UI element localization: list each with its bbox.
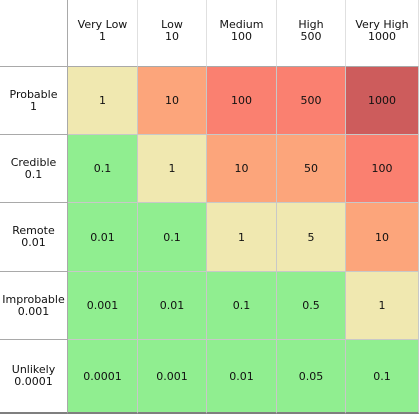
col-header-medium[interactable]: Medium 100 (207, 0, 277, 67)
cell-value: 0.001 (86, 299, 119, 312)
cell-value: 0.5 (302, 299, 320, 312)
matrix-cell[interactable]: 0.1 (346, 340, 419, 414)
cell-value: 0.1 (373, 369, 391, 383)
cell-value: 0.01 (229, 369, 254, 383)
matrix-cell[interactable]: 1 (346, 272, 419, 340)
matrix-cell[interactable]: 1 (68, 67, 138, 135)
cell-value: 10 (375, 230, 389, 244)
cell-value: 1 (238, 230, 245, 244)
cell-value: 0.1 (232, 299, 251, 312)
col-header-label: High (298, 18, 324, 31)
row-header-value: 0.0001 (14, 375, 53, 388)
cell-value: 1 (168, 162, 176, 175)
cell-value: 0.001 (156, 369, 188, 383)
col-header-label: Very High (355, 18, 409, 31)
matrix-cell[interactable]: 5 (277, 203, 346, 272)
matrix-cell[interactable]: 1 (207, 203, 277, 272)
cell-value: 100 (371, 162, 393, 175)
matrix-cell[interactable]: 0.0001 (68, 340, 138, 414)
row-header-credible[interactable]: Credible 0.1 (0, 135, 68, 203)
row-header-value: 0.01 (21, 236, 46, 249)
cell-value: 10 (165, 94, 179, 107)
col-header-label: Very Low (77, 18, 128, 31)
cell-value: 1 (99, 94, 106, 107)
row-header-label: Probable (9, 87, 58, 101)
matrix-cell[interactable]: 100 (346, 135, 419, 203)
cell-value: 1000 (368, 94, 396, 107)
col-header-value: 1000 (368, 30, 396, 43)
matrix-cell[interactable]: 1 (138, 135, 207, 203)
matrix-cell[interactable]: 0.1 (68, 135, 138, 203)
matrix-cell[interactable]: 50 (277, 135, 346, 203)
col-header-value: 500 (300, 30, 322, 43)
matrix-cell[interactable]: 100 (207, 67, 277, 135)
cell-value: 0.01 (159, 299, 185, 312)
matrix-cell[interactable]: 0.001 (68, 272, 138, 340)
cell-value: 1 (378, 299, 386, 312)
col-header-value: 1 (99, 30, 106, 43)
matrix-cell[interactable]: 500 (277, 67, 346, 135)
matrix-cell[interactable]: 0.1 (207, 272, 277, 340)
row-header-value: 0.001 (17, 304, 50, 318)
cell-value: 0.1 (93, 162, 112, 175)
cell-value: 0.0001 (83, 369, 122, 383)
matrix-cell[interactable]: 0.5 (277, 272, 346, 340)
cell-value: 0.01 (90, 230, 115, 244)
matrix-cell[interactable]: 10 (207, 135, 277, 203)
matrix-cell[interactable]: 10 (346, 203, 419, 272)
col-header-low[interactable]: Low 10 (138, 0, 207, 67)
cell-value: 10 (234, 162, 249, 175)
matrix-cell[interactable]: 1000 (346, 67, 419, 135)
col-header-value: 100 (231, 30, 252, 43)
row-header-value: 1 (30, 99, 37, 113)
col-header-label: Medium (219, 18, 264, 31)
matrix-cell[interactable]: 0.05 (277, 340, 346, 414)
matrix-cell[interactable]: 0.1 (138, 203, 207, 272)
cell-value: 50 (304, 162, 318, 175)
row-header-value: 0.1 (24, 167, 43, 181)
cell-value: 0.05 (298, 369, 324, 383)
matrix-cell[interactable]: 0.01 (207, 340, 277, 414)
cell-value: 100 (231, 94, 252, 107)
cell-value: 0.1 (163, 230, 181, 244)
col-header-high[interactable]: High 500 (277, 0, 346, 67)
row-header-label: Remote (12, 224, 55, 237)
col-header-value: 10 (165, 30, 179, 43)
row-header-label: Improbable (2, 292, 65, 306)
corner-cell (0, 0, 68, 67)
row-header-remote[interactable]: Remote 0.01 (0, 203, 68, 272)
cell-value: 500 (300, 94, 322, 107)
matrix-cell[interactable]: 0.001 (138, 340, 207, 414)
matrix-cell[interactable]: 10 (138, 67, 207, 135)
row-header-label: Credible (10, 155, 57, 169)
row-header-probable[interactable]: Probable 1 (0, 67, 68, 135)
matrix-cell[interactable]: 0.01 (138, 272, 207, 340)
col-header-very-high[interactable]: Very High 1000 (346, 0, 419, 67)
row-header-unlikely[interactable]: Unlikely 0.0001 (0, 340, 68, 414)
row-header-label: Unlikely (11, 363, 56, 376)
matrix-cell[interactable]: 0.01 (68, 203, 138, 272)
row-header-improbable[interactable]: Improbable 0.001 (0, 272, 68, 340)
col-header-very-low[interactable]: Very Low 1 (68, 0, 138, 67)
col-header-label: Low (161, 18, 183, 31)
cell-value: 5 (307, 230, 315, 244)
